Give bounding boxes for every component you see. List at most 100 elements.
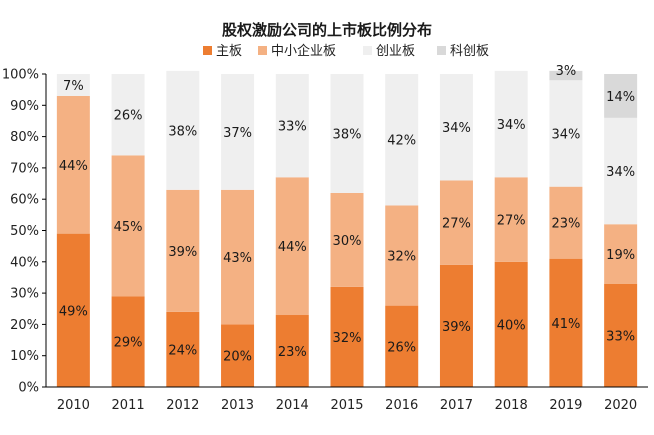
legend: 主板 中小企业板 创业板 科创板 (203, 43, 489, 59)
data-label: 34% (497, 118, 526, 133)
data-label: 23% (551, 217, 580, 232)
bar-segment (494, 261, 528, 387)
data-label: 49% (59, 304, 88, 319)
data-label: 24% (168, 343, 197, 358)
data-labels: 49% 44% 7% 29% 45% 26% 24% 39% 38% 20% 43% 37% 23% 44… (59, 64, 635, 365)
legend-swatch-4 (437, 46, 446, 55)
bar-segment (604, 117, 638, 225)
y-tick-label: 50% (10, 224, 39, 239)
y-tick-label: 20% (10, 318, 39, 333)
y-tick-label: 0% (18, 381, 39, 396)
bar-segment (385, 305, 419, 387)
bar-segment (166, 70, 200, 190)
y-tick-label: 90% (10, 99, 39, 114)
y-tick-label: 80% (10, 130, 39, 145)
bar-segment (111, 296, 145, 387)
legend-label-3: 创业板 (376, 44, 415, 59)
y-axis: 0% 10% 20% 30% 40% 50% 60% 70% 80% 90% 100% (2, 68, 47, 396)
x-tick-label: 2012 (166, 398, 199, 413)
data-label: 38% (168, 124, 197, 139)
x-tick-label: 2010 (57, 398, 90, 413)
bar-segment (221, 324, 255, 387)
data-label: 30% (333, 234, 362, 249)
data-label: 38% (333, 127, 362, 142)
x-tick-label: 2015 (330, 398, 363, 413)
bar-segment (385, 205, 419, 306)
bar-segment (221, 74, 255, 190)
y-tick-label: 10% (10, 349, 39, 364)
bar-segment (604, 74, 638, 118)
chart-title: 股权激励公司的上市板比例分布 (222, 21, 432, 39)
y-tick-label: 60% (10, 193, 39, 208)
legend-swatch-2 (258, 46, 267, 55)
data-label: 44% (278, 240, 307, 255)
x-tick-label: 2018 (495, 398, 528, 413)
data-label: 3% (556, 64, 577, 79)
bar-segment (604, 224, 638, 284)
legend-label-2: 中小企业板 (271, 43, 336, 59)
bar-segment (330, 192, 364, 287)
legend-swatch-3 (363, 46, 372, 55)
x-tick-label: 2017 (440, 398, 473, 413)
data-label: 14% (606, 90, 635, 105)
bar-segment (439, 264, 473, 387)
data-label: 39% (168, 245, 197, 260)
x-tick-label: 2013 (221, 398, 254, 413)
bars (56, 70, 638, 387)
bar-segment (604, 283, 638, 387)
bar-segment (166, 189, 200, 312)
y-tick-label: 30% (10, 287, 39, 302)
bar-segment (111, 155, 145, 297)
bar-segment (56, 233, 90, 387)
bar-segment (275, 315, 309, 387)
data-label: 26% (387, 340, 416, 355)
data-label: 37% (223, 126, 252, 141)
bar-segment (275, 74, 309, 178)
data-label: 27% (497, 214, 526, 229)
data-label: 19% (606, 248, 635, 263)
bar-segment (56, 74, 90, 96)
data-label: 33% (278, 120, 307, 135)
data-label: 34% (551, 127, 580, 142)
bar-segment (439, 74, 473, 181)
data-label: 27% (442, 217, 471, 232)
bar-segment (111, 74, 145, 156)
bar-segment (549, 70, 583, 81)
bar-segment (494, 70, 528, 178)
x-tick-label: 2019 (549, 398, 582, 413)
bar-segment (330, 286, 364, 387)
data-label: 20% (223, 350, 252, 365)
data-label: 26% (114, 109, 143, 124)
bar-segment (56, 95, 90, 234)
legend-swatch-1 (203, 46, 212, 55)
x-tick-label: 2016 (385, 398, 418, 413)
x-tick-label: 2014 (276, 398, 309, 413)
bar-segment (166, 311, 200, 387)
bar-segment (330, 74, 364, 193)
data-label: 45% (114, 220, 143, 235)
bar-segment (439, 180, 473, 265)
x-axis: 2010 2011 2012 2013 2014 2015 2016 2017 2018 2019… (46, 386, 648, 413)
data-label: 40% (497, 318, 526, 333)
y-tick-label: 100% (2, 68, 39, 83)
data-label: 33% (606, 329, 635, 344)
y-tick-label: 70% (10, 161, 39, 176)
data-label: 23% (278, 345, 307, 360)
data-label: 42% (387, 134, 416, 149)
data-label: 7% (63, 79, 84, 94)
bar-segment (549, 80, 583, 187)
data-label: 41% (551, 317, 580, 332)
data-label: 32% (387, 250, 416, 265)
legend-label-1: 主板 (216, 44, 242, 59)
data-label: 34% (442, 121, 471, 136)
data-label: 44% (59, 159, 88, 174)
bar-segment (275, 177, 309, 316)
data-label: 39% (442, 320, 471, 335)
data-label: 34% (606, 165, 635, 180)
legend-label-4: 科创板 (450, 44, 489, 59)
bar-segment (494, 177, 528, 262)
data-label: 43% (223, 251, 252, 266)
bar-segment (549, 258, 583, 387)
bar-segment (549, 186, 583, 259)
